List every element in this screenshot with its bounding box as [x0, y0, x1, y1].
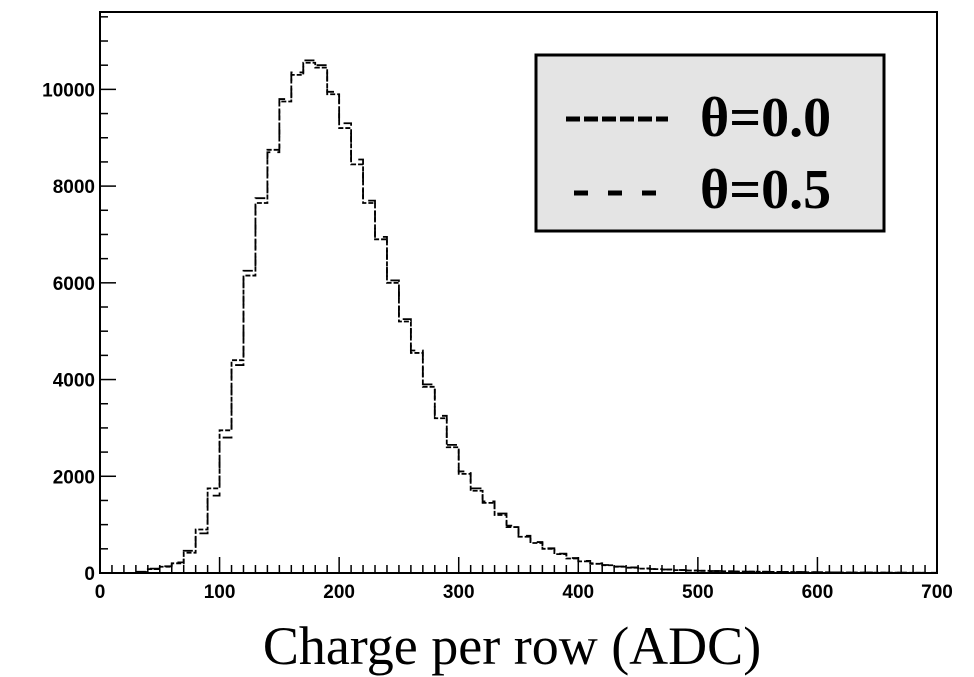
x-tick-label: 400: [562, 582, 594, 603]
x-tick-marks: [99, 557, 938, 573]
y-tick-label: 4000: [53, 371, 95, 392]
legend: θ=0.0 θ=0.5: [534, 53, 886, 233]
legend-label-series-2: θ=0.5: [700, 159, 831, 221]
plot-frame: [99, 11, 938, 574]
x-tick-label: 0: [95, 582, 106, 603]
x-tick-label: 300: [443, 582, 475, 603]
x-axis-label: Charge per row (ADC): [263, 616, 761, 676]
series-line-1: [135, 61, 937, 574]
x-tick-label: 600: [802, 582, 834, 603]
y-tick-label: 8000: [53, 177, 95, 198]
x-tick-label: 100: [204, 582, 236, 603]
y-tick-label: 0: [84, 564, 95, 585]
x-tick-label: 700: [921, 582, 953, 603]
y-tick-labels: 0 2000 4000 6000 8000 10000: [42, 80, 95, 585]
y-tick-label: 2000: [53, 467, 95, 488]
x-tick-label: 200: [323, 582, 355, 603]
x-tick-label: 500: [682, 582, 714, 603]
y-tick-label: 10000: [42, 80, 95, 101]
y-tick-marks: [100, 16, 116, 574]
legend-label-series-1: θ=0.0: [700, 87, 831, 149]
legend-box: [534, 53, 886, 233]
y-tick-label: 6000: [53, 274, 95, 295]
x-tick-labels: 0 100 200 300 400 500 600 700: [95, 582, 953, 603]
